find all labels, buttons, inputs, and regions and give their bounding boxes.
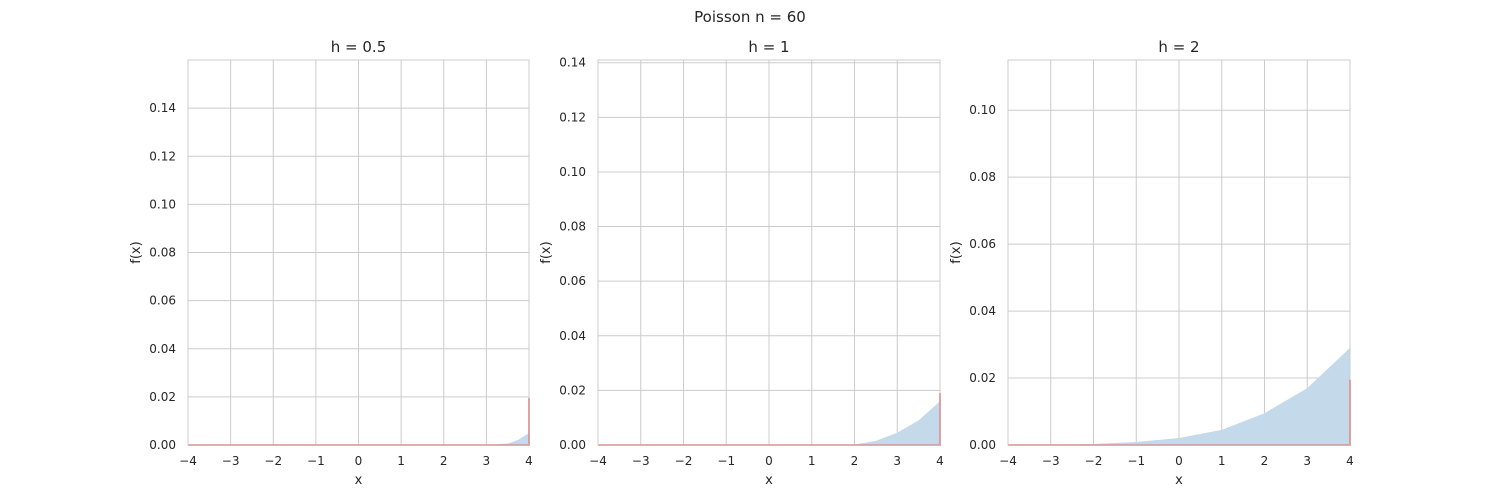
panel-1-y-tick-label: 0.02 [149, 390, 176, 404]
panel-1-x-tick-label: 2 [440, 454, 448, 468]
panel-2-y-tick-label: 0.14 [559, 56, 586, 70]
panel-1-x-tick-label: 3 [483, 454, 491, 468]
panel-1-title: h = 0.5 [331, 38, 386, 56]
panel-1-frame [187, 59, 530, 446]
panel-3-x-tick-label: 3 [1303, 454, 1311, 468]
panel-1-y-label: f(x) [129, 241, 144, 263]
panel-1-x-tick-label: −1 [307, 454, 325, 468]
panel-2-grid [597, 60, 941, 446]
panel-1-x-tick-label: 4 [525, 454, 533, 468]
panel-h-0-5: −4 −3 −2 −1 0 1 2 3 4 0.000.020.040.060.080.100.… [129, 38, 533, 488]
panel-3-x-label: x [1175, 473, 1183, 488]
panel-1-x-tick-label: 1 [397, 454, 405, 468]
panel-3-x-tick-label: 2 [1261, 454, 1269, 468]
panel-3-y-tick-label: 0.06 [969, 237, 996, 251]
panel-2-y-tick-label: 0.02 [559, 383, 586, 397]
panel-3-y-label: f(x) [949, 241, 964, 263]
panel-2-y-tick-label: 0.04 [559, 329, 586, 343]
panel-1-y-tick-label: 0.10 [149, 197, 176, 211]
panel-1-x-tick-label: 0 [355, 454, 363, 468]
panel-2-area [598, 401, 940, 445]
panel-2-y-ticks: 0.00 0.02 0.04 0.06 0.08 0.10 0.12 0.14 [559, 56, 586, 452]
panel-2-y-tick-label: 0.12 [559, 110, 586, 124]
panel-3-y-tick-label: 0.04 [969, 304, 996, 318]
panel-2-x-tick-label: 3 [893, 454, 901, 468]
panel-1-x-tick-label: −3 [222, 454, 240, 468]
panel-2-x-tick-label: 2 [851, 454, 859, 468]
panel-3-x-tick-label: 0 [1175, 454, 1183, 468]
panel-3-x-tick-label: 4 [1346, 454, 1354, 468]
panel-2-frame [597, 59, 941, 446]
panel-2-x-label: x [765, 473, 773, 488]
panel-3-y-ticks: 0.00 0.02 0.04 0.06 0.08 0.10 [969, 103, 996, 452]
panel-1-y-tick-label: 0.08 [149, 246, 176, 260]
panel-2-x-ticks: −4 −3 −2 −1 0 1 2 3 4 [589, 454, 944, 468]
panel-3-x-tick-label: −3 [1042, 454, 1060, 468]
panel-3-area [1008, 347, 1350, 445]
panel-3-y-tick-label: 0.02 [969, 371, 996, 385]
panel-3-y-tick-label: 0.08 [969, 170, 996, 184]
panel-1-x-ticks: −4 −3 −2 −1 0 1 2 3 4 [179, 454, 533, 468]
panel-3-x-tick-label: −1 [1127, 454, 1145, 468]
panel-2-x-tick-label: −1 [717, 454, 735, 468]
panel-2-y-tick-label: 0.08 [559, 220, 586, 234]
panel-2-x-tick-label: −4 [589, 454, 607, 468]
panel-3-density-area [1008, 347, 1350, 445]
panel-2-y-label: f(x) [539, 241, 554, 263]
panel-3-grid [1007, 60, 1351, 446]
panel-2-x-tick-label: −2 [675, 454, 693, 468]
panel-1-y-tick-label: 0.00 [149, 438, 176, 452]
panel-3-x-tick-label: −4 [999, 454, 1017, 468]
panel-2-x-tick-label: 4 [936, 454, 944, 468]
panel-3-x-ticks: −4 −3 −2 −1 0 1 2 3 4 [999, 454, 1354, 468]
panel-1-grid [187, 60, 530, 446]
panel-h-2: −4 −3 −2 −1 0 1 2 3 4 0.00 0.02 0.04 0.06 0.08 0.10 h… [949, 38, 1354, 488]
panel-1-y-tick-label: 0.06 [149, 294, 176, 308]
panel-h-1: −4 −3 −2 −1 0 1 2 3 4 0.000.020.040.060.080.100.… [539, 38, 944, 488]
panel-3-frame [1007, 59, 1351, 446]
panel-2-y-tick-label: 0.10 [559, 165, 586, 179]
panel-2-x-tick-label: 1 [808, 454, 816, 468]
panel-2-x-tick-label: −3 [632, 454, 650, 468]
panel-3-y-tick-label: 0.10 [969, 103, 996, 117]
panel-3-y-tick-label: 0.00 [969, 438, 996, 452]
panel-2-y-tick-label: 0.06 [559, 274, 586, 288]
panel-2-density-area [598, 401, 940, 445]
panel-3-x-tick-label: −2 [1085, 454, 1103, 468]
panel-1-x-tick-label: −4 [179, 454, 197, 468]
figure-suptitle: Poisson n = 60 [694, 8, 806, 26]
panel-1-x-label: x [355, 473, 363, 488]
panel-1-x-tick-label: −2 [264, 454, 282, 468]
panel-1-y-ticks: 0.00 0.02 0.04 0.06 0.08 0.10 0.12 0.14 [149, 101, 176, 452]
panel-2-title: h = 1 [748, 38, 789, 56]
panel-3-title: h = 2 [1158, 38, 1199, 56]
panel-2-x-tick-label: 0 [765, 454, 773, 468]
panel-3-x-tick-label: 1 [1218, 454, 1226, 468]
panel-1-y-tick-label: 0.12 [149, 149, 176, 163]
panel-1-y-tick-label: 0.04 [149, 342, 176, 356]
panel-2-y-tick-label: 0.00 [559, 438, 586, 452]
panel-1-y-tick-label: 0.14 [149, 101, 176, 115]
